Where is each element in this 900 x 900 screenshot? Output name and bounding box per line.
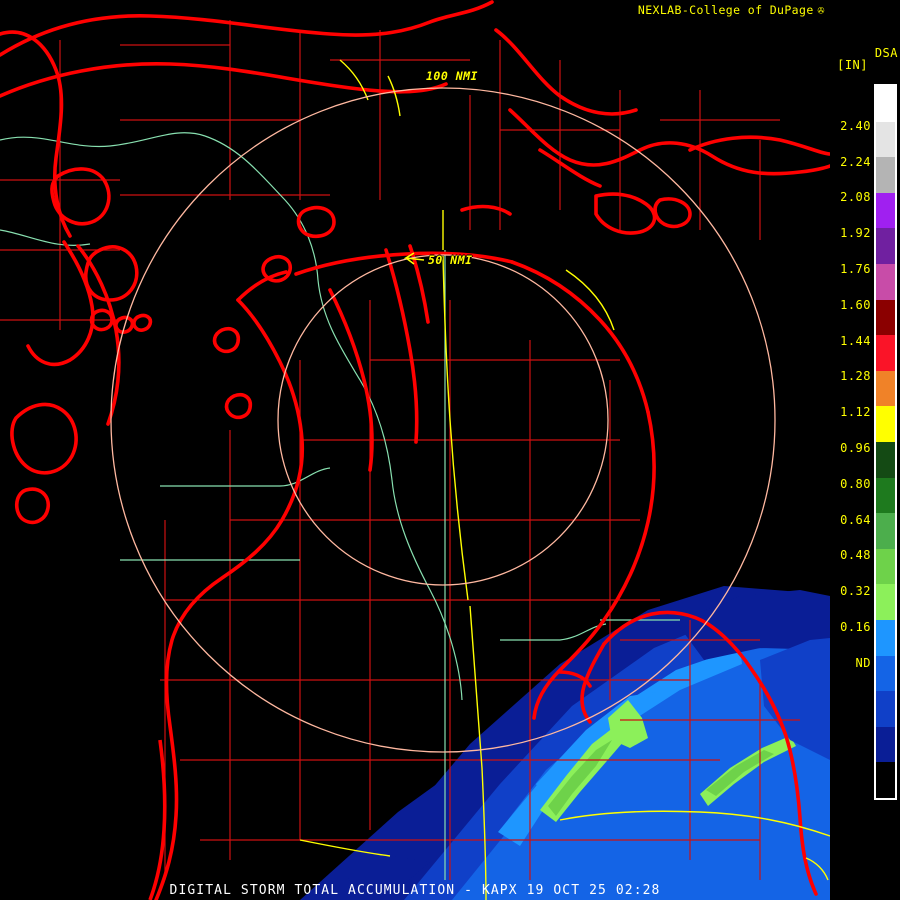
colorbar-swatch: [876, 655, 895, 692]
colorbar-tick-2-08: 2.08: [840, 190, 871, 205]
echo-poly-dark-blue-2: [300, 760, 470, 900]
colorbar-tick-0-96: 0.96: [840, 441, 871, 456]
colorbar-panel: DSA [IN] 2.40 2.24 2.08 1.92 1.76 1.60 1.44 1.2…: [830, 0, 900, 900]
echo-poly-light-blue-2: [536, 692, 656, 806]
colorbar-swatch: [876, 263, 895, 300]
colorbar-swatch: [876, 228, 895, 264]
colorbar-swatch: [876, 335, 895, 371]
echo-poly-blue: [452, 646, 830, 900]
colorbar-tick-1-12: 1.12: [840, 405, 871, 420]
provider-credit-text: NEXLAB-College of DuPage: [637, 3, 814, 17]
colorbar-swatch: [876, 477, 895, 514]
map-canvas: [0, 0, 830, 900]
range-ring-100nmi: [110, 87, 776, 753]
range-ring-label-100nmi: 100 NMI: [426, 69, 478, 83]
state-border-overlay: [148, 739, 167, 900]
colorbar-swatch: [876, 513, 895, 549]
state-shoreline-layer: [0, 0, 830, 900]
colorbar-swatch: [876, 121, 895, 158]
range-ring-label-50nmi: 50 NMI: [428, 253, 473, 267]
colorbar: [874, 84, 897, 800]
echo-poly-green-east-2: [706, 750, 774, 796]
legend-product-code: DSA: [874, 46, 898, 60]
colorbar-tick-0-64: 0.64: [840, 512, 871, 527]
echo-poly-green-main-2: [548, 740, 612, 816]
colorbar-tick-0-48: 0.48: [840, 548, 871, 563]
colorbar-swatch: [876, 157, 895, 193]
provider-logo-icon: ✇: [816, 3, 824, 17]
colorbar-tick-0-32: 0.32: [840, 584, 871, 599]
colorbar-tick-1-92: 1.92: [840, 226, 871, 241]
colorbar-tick-1-44: 1.44: [840, 333, 871, 348]
colorbar-tick-1-28: 1.28: [840, 369, 871, 384]
colorbar-swatch: [876, 86, 895, 122]
range-ring-50nmi: [277, 254, 609, 586]
legend-unit-label: [IN]: [837, 58, 868, 72]
colorbar-tick-1-76: 1.76: [840, 262, 871, 277]
colorbar-swatch: [876, 299, 895, 336]
colorbar-tick-2-24: 2.24: [840, 154, 871, 169]
provider-credit: NEXLAB-College of DuPage ✇: [638, 3, 824, 17]
river-layer: [0, 132, 680, 880]
colorbar-swatch: [876, 584, 895, 620]
colorbar-swatch: [876, 762, 895, 798]
colorbar-swatch: [876, 441, 895, 478]
colorbar-tick-2-40: 2.40: [840, 118, 871, 133]
echo-poly-light-blue: [498, 648, 742, 846]
road-layer: [299, 59, 830, 900]
radar-map[interactable]: 100 NMI 50 NMI DIGITAL STORM TOTAL ACCUM…: [0, 0, 830, 900]
echo-poly-green-upper: [608, 700, 648, 748]
colorbar-swatch: [876, 619, 895, 656]
colorbar-swatch: [876, 192, 895, 229]
colorbar-tick-1-60: 1.60: [840, 297, 871, 312]
range-ring-layer: [110, 87, 776, 753]
colorbar-swatch: [876, 406, 895, 442]
range-ring-50-pointer: [403, 252, 425, 265]
colorbar-tick-ND: ND: [855, 655, 871, 670]
echo-poly-scatter-bottom: [348, 856, 430, 896]
echo-poly-fringe-east: [760, 638, 830, 760]
colorbar-tick-0-80: 0.80: [840, 476, 871, 491]
product-caption: DIGITAL STORM TOTAL ACCUMULATION - KAPX …: [169, 883, 661, 898]
colorbar-tick-labels: 2.40 2.24 2.08 1.92 1.76 1.60 1.44 1.28 1.12 0.96…: [830, 0, 874, 900]
colorbar-swatch: [876, 726, 895, 763]
colorbar-tick-0-16: 0.16: [840, 620, 871, 635]
echo-poly-fringe-ne: [676, 590, 830, 660]
colorbar-swatch: [876, 370, 895, 407]
radar-echo-layer: [300, 586, 830, 900]
colorbar-swatch: [876, 691, 895, 727]
colorbar-swatch: [876, 548, 895, 585]
